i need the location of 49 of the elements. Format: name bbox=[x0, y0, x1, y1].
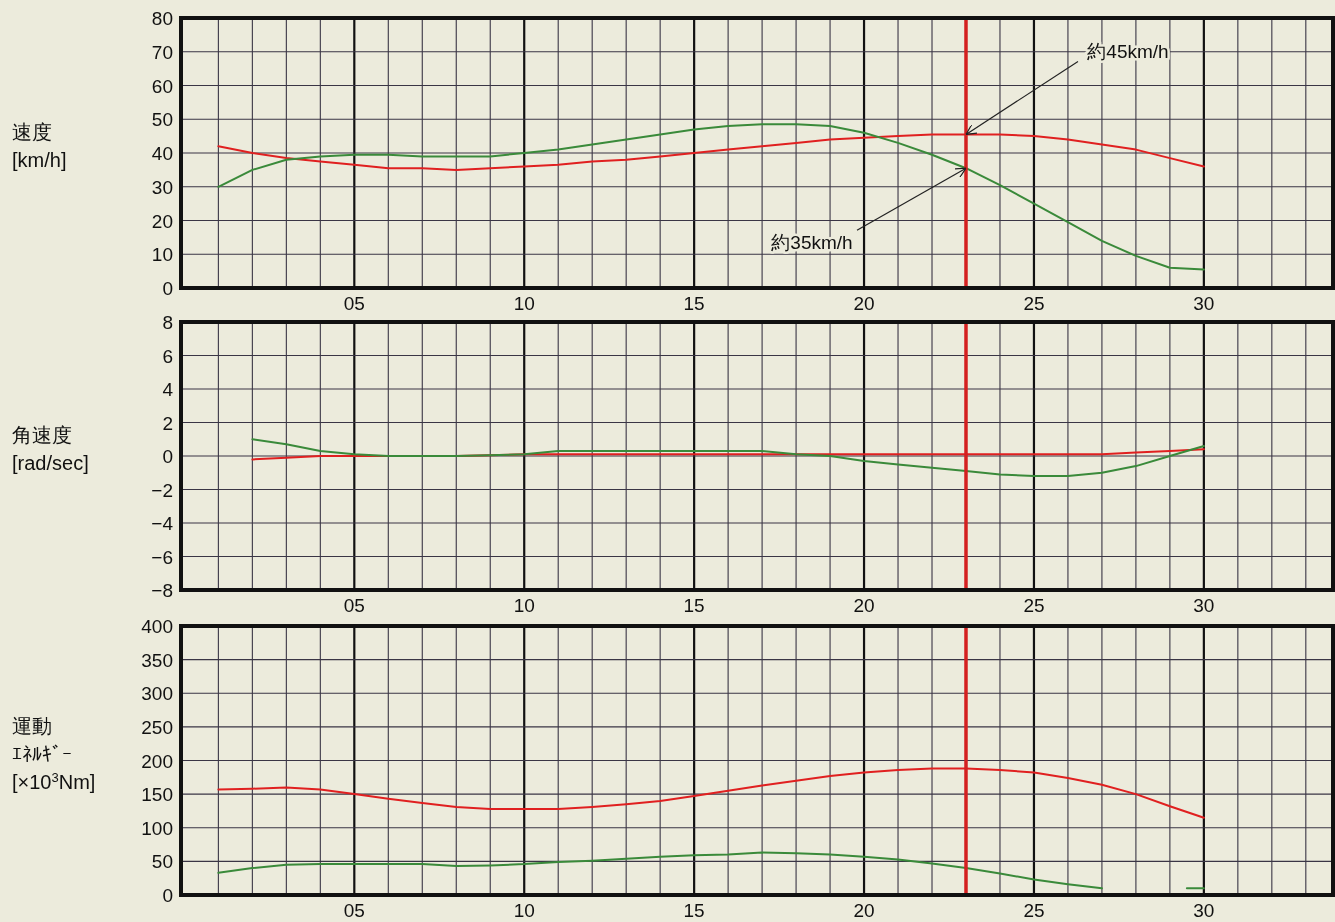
x-tick-label: 05 bbox=[343, 900, 365, 921]
y-axis-title: 運動ｴﾈﾙｷﾞｰ [×10$^{3}$Nm] bbox=[12, 714, 96, 793]
y-tick-label: −6 bbox=[151, 546, 173, 568]
x-tick-label: 30 bbox=[1193, 900, 1215, 921]
y-tick-label: 10 bbox=[151, 244, 173, 266]
y-tick-label: 400 bbox=[141, 616, 173, 637]
y-tick-label: 250 bbox=[141, 716, 173, 738]
y-tick-label: 20 bbox=[151, 210, 173, 232]
x-tick-label: 25 bbox=[1023, 595, 1045, 616]
annotation: 約35km/h bbox=[771, 232, 853, 254]
y-tick-label: −4 bbox=[151, 513, 174, 534]
y-tick-label: 300 bbox=[141, 683, 173, 705]
x-tick-label: 10 bbox=[513, 900, 535, 921]
x-tick-label: 05 bbox=[343, 293, 365, 314]
y-tick-label: −2 bbox=[151, 479, 173, 501]
y-tick-label: 0 bbox=[162, 885, 173, 906]
y-tick-label: 50 bbox=[151, 851, 173, 873]
y-tick-label: 60 bbox=[151, 75, 173, 97]
x-tick-label: 20 bbox=[853, 293, 875, 314]
x-tick-label: 30 bbox=[1193, 595, 1215, 616]
x-tick-label: 25 bbox=[1023, 293, 1045, 314]
x-tick-label: 30 bbox=[1193, 293, 1215, 314]
y-tick-label: 0 bbox=[162, 446, 173, 467]
x-tick-label: 15 bbox=[683, 293, 705, 314]
y-tick-label: 8 bbox=[162, 312, 173, 333]
x-tick-label: 25 bbox=[1023, 900, 1045, 921]
x-tick-label: 15 bbox=[683, 900, 705, 921]
y-tick-label: 200 bbox=[141, 750, 173, 772]
y-tick-label: 50 bbox=[151, 109, 173, 131]
y-axis-title: 角速度 [rad/sec] bbox=[12, 424, 89, 474]
y-tick-label: 30 bbox=[151, 176, 173, 198]
x-tick-label: 15 bbox=[683, 595, 705, 616]
x-tick-label: 05 bbox=[343, 595, 365, 616]
x-tick-label: 20 bbox=[853, 900, 875, 921]
y-tick-label: 2 bbox=[162, 412, 173, 434]
x-tick-label: 10 bbox=[513, 595, 535, 616]
y-tick-label: 80 bbox=[151, 8, 173, 29]
y-tick-label: 150 bbox=[141, 784, 173, 806]
y-tick-label: 6 bbox=[162, 345, 173, 367]
x-tick-label: 20 bbox=[853, 595, 875, 616]
x-tick-label: 10 bbox=[513, 293, 535, 314]
y-tick-label: 100 bbox=[141, 817, 173, 839]
y-tick-label: 350 bbox=[141, 649, 173, 671]
y-tick-label: 70 bbox=[151, 41, 173, 63]
y-tick-label: 40 bbox=[151, 143, 173, 164]
y-tick-label: 0 bbox=[162, 278, 173, 299]
y-tick-label: −8 bbox=[151, 580, 173, 601]
y-axis-title: 速度 [km/h] bbox=[12, 121, 67, 171]
y-tick-label: 4 bbox=[162, 379, 174, 400]
